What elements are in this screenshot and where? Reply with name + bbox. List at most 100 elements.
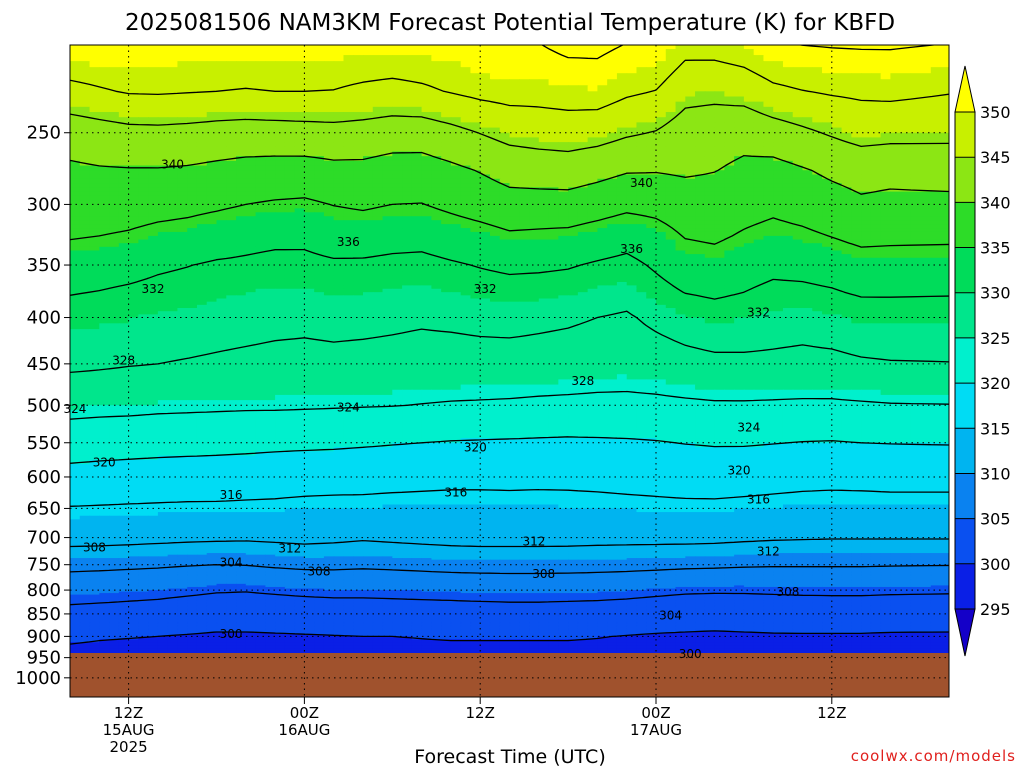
field-cell	[656, 281, 667, 286]
field-cell	[802, 73, 813, 80]
field-cell	[861, 271, 872, 276]
field-cell	[450, 243, 462, 248]
field-cell	[167, 295, 179, 300]
field-cell	[177, 288, 188, 293]
field-cell	[704, 191, 716, 197]
field-cell	[851, 195, 862, 201]
field-cell	[763, 187, 774, 193]
field-cell	[734, 67, 745, 74]
field-cell	[480, 292, 491, 296]
field-cell	[216, 216, 227, 221]
field-cell	[99, 61, 110, 68]
field-cell	[753, 96, 765, 103]
field-cell	[763, 170, 774, 176]
field-cell	[519, 151, 530, 157]
field-cell	[597, 204, 608, 209]
field-cell	[743, 73, 755, 80]
field-cell	[148, 275, 159, 280]
field-cell	[196, 228, 208, 233]
field-cell	[79, 178, 91, 184]
field-cell	[196, 174, 208, 180]
field-cell	[421, 156, 432, 162]
field-cell	[157, 216, 169, 221]
field-cell	[275, 295, 286, 300]
field-cell	[558, 132, 569, 139]
field-cell	[597, 278, 608, 283]
field-cell	[70, 285, 81, 290]
field-cell	[226, 216, 237, 221]
field-cell	[616, 112, 628, 118]
field-cell	[333, 45, 345, 50]
field-cell	[910, 146, 932, 153]
field-cell	[255, 216, 266, 221]
field-cell	[577, 61, 589, 68]
field-cell	[392, 246, 403, 252]
field-cell	[509, 265, 520, 270]
field-cell	[226, 275, 237, 280]
field-cell	[167, 146, 179, 153]
field-cell	[109, 165, 120, 171]
field-cell	[870, 55, 882, 62]
field-cell	[636, 224, 647, 229]
field-cell	[294, 228, 305, 233]
field-cell	[431, 151, 442, 157]
field-cell	[587, 49, 598, 56]
field-cell	[548, 79, 559, 86]
field-cell	[675, 112, 686, 118]
field-cell	[196, 55, 208, 62]
field-cell	[890, 288, 912, 293]
field-cell	[812, 112, 823, 118]
field-cell	[519, 204, 530, 209]
field-cell	[782, 250, 794, 255]
field-cell	[79, 208, 91, 213]
field-cell	[333, 112, 345, 118]
field-cell	[548, 122, 559, 129]
field-cell	[851, 67, 862, 74]
field-cell	[480, 278, 491, 283]
field-cell	[206, 220, 218, 225]
field-cell	[870, 278, 882, 283]
field-cell	[148, 49, 159, 56]
field-cell	[79, 204, 91, 209]
field-cell	[89, 117, 100, 123]
field-cell	[79, 216, 91, 221]
field-cell	[831, 261, 843, 266]
field-cell	[529, 106, 540, 113]
field-cell	[773, 268, 784, 273]
field-cell	[636, 254, 647, 259]
field-cell	[743, 271, 755, 276]
field-cell	[763, 160, 774, 167]
field-cell	[372, 61, 384, 68]
field-cell	[460, 183, 472, 188]
field-cell	[441, 55, 452, 62]
field-cell	[773, 187, 784, 193]
field-cell	[353, 170, 364, 176]
field-cell	[870, 208, 882, 213]
field-cell	[402, 246, 413, 252]
field-cell	[607, 220, 618, 225]
field-cell	[284, 170, 296, 176]
field-cell	[382, 156, 393, 162]
field-cell	[109, 220, 120, 225]
field-cell	[460, 79, 472, 86]
field-cell	[577, 122, 589, 129]
field-cell	[157, 156, 169, 162]
field-cell	[861, 200, 872, 206]
field-cell	[665, 151, 677, 157]
field-cell	[802, 127, 813, 134]
field-cell	[548, 101, 559, 108]
field-cell	[636, 112, 647, 118]
field-cell	[265, 243, 276, 248]
field-cell	[206, 106, 218, 113]
field-cell	[353, 49, 364, 56]
field-cell	[431, 285, 442, 290]
field-cell	[304, 224, 315, 229]
field-cell	[363, 292, 374, 296]
field-cell	[851, 132, 862, 139]
field-cell	[812, 212, 823, 217]
field-cell	[558, 265, 569, 270]
field-cell	[587, 200, 598, 206]
field-cell	[822, 112, 833, 118]
field-cell	[89, 165, 100, 171]
field-cell	[930, 187, 949, 193]
